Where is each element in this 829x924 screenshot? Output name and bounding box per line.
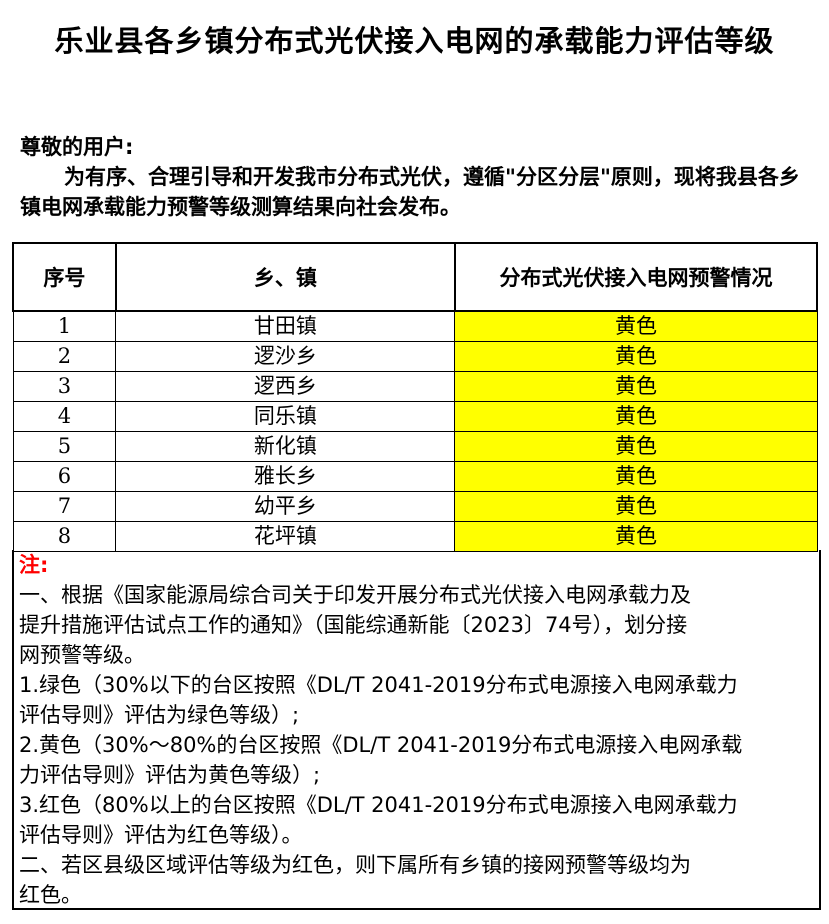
note-line: 3.红色（80%以上的台区按照《DL/T 2041-2019分布式电源接入电网承… [19,793,738,817]
cell-town: 新化镇 [115,431,456,462]
cell-town: 逻沙乡 [115,341,456,372]
table-row: 3 逻西乡 黄色 [12,371,818,402]
cell-town: 雅长乡 [115,461,456,492]
note-line: 1.绿色（30%以下的台区按照《DL/T 2041-2019分布式电源接入电网承… [19,673,738,697]
cell-warning-level: 黄色 [454,521,818,552]
header-no: 序号 [12,242,117,312]
table-header-row: 序号 乡、镇 分布式光伏接入电网预警情况 [12,242,819,312]
cell-warning-level: 黄色 [454,491,818,522]
table-row: 6 雅长乡 黄色 [12,461,818,492]
cell-town: 花坪镇 [115,521,456,552]
table-row: 2 逻沙乡 黄色 [12,341,818,372]
cell-warning-level: 黄色 [454,310,818,342]
header-warning: 分布式光伏接入电网预警情况 [453,242,819,312]
table-row: 8 花坪镇 黄色 [12,521,818,552]
note-line: 二、若区县级区域评估等级为红色，则下属所有乡镇的接网预警等级均为 [19,853,691,877]
intro: 尊敬的用户: 为有序、合理引导和开发我市分布式光伏，遵循"分区分层"原则，现将我… [20,132,820,222]
note-line: 力评估导则》评估为黄色等级）; [19,763,321,787]
table-row: 1 甘田镇 黄色 [12,310,818,342]
intro-paragraph: 为有序、合理引导和开发我市分布式光伏，遵循"分区分层"原则，现将我县各乡镇电网承… [20,165,800,219]
note-line: 评估导则》评估为绿色等级）; [19,703,300,727]
cell-warning-level: 黄色 [454,431,818,462]
cell-town: 同乐镇 [115,401,456,432]
cell-town: 甘田镇 [115,310,456,342]
page-title: 乐业县各乡镇分布式光伏接入电网的承载能力评估等级 [54,24,775,58]
cell-warning-level: 黄色 [454,401,818,432]
table-row: 7 幼平乡 黄色 [12,491,818,522]
warning-table: 序号 乡、镇 分布式光伏接入电网预警情况 1 甘田镇 黄色 2 逻沙乡 黄色 3 逻西乡 黄色 4… [12,242,819,552]
note-line: 评估导则》评估为红色等级）。 [19,823,303,847]
cell-no: 6 [12,461,117,492]
table-row: 4 同乐镇 黄色 [12,401,818,432]
cell-no: 5 [12,431,117,462]
note-line: 一、根据《国家能源局综合司关于印发开展分布式光伏接入电网承载力及 [19,583,691,607]
cell-no: 8 [12,521,117,552]
note-line: 提升措施评估试点工作的通知》（国能综通新能〔2023〕74号），划分接 [19,613,688,637]
cell-town: 幼平乡 [115,491,456,522]
note-line: 红色。 [19,883,82,907]
cell-no: 4 [12,401,117,432]
cell-no: 7 [12,491,117,522]
cell-town: 逻西乡 [115,371,456,402]
cell-warning-level: 黄色 [454,341,818,372]
cell-no: 2 [12,341,117,372]
cell-warning-level: 黄色 [454,461,818,492]
notes-heading: 注: [19,553,49,577]
table-row: 5 新化镇 黄色 [12,431,818,462]
note-line: 网预警等级。 [19,643,145,667]
greeting: 尊敬的用户: [20,135,134,159]
note-line: 2.黄色（30%～80%的台区按照《DL/T 2041-2019分布式电源接入电… [19,733,743,757]
cell-no: 3 [12,371,117,402]
cell-no: 1 [12,310,117,342]
header-town: 乡、镇 [114,242,456,312]
notes: 注: 一、根据《国家能源局综合司关于印发开展分布式光伏接入电网承载力及 提升措施评… [12,550,821,910]
cell-warning-level: 黄色 [454,371,818,402]
